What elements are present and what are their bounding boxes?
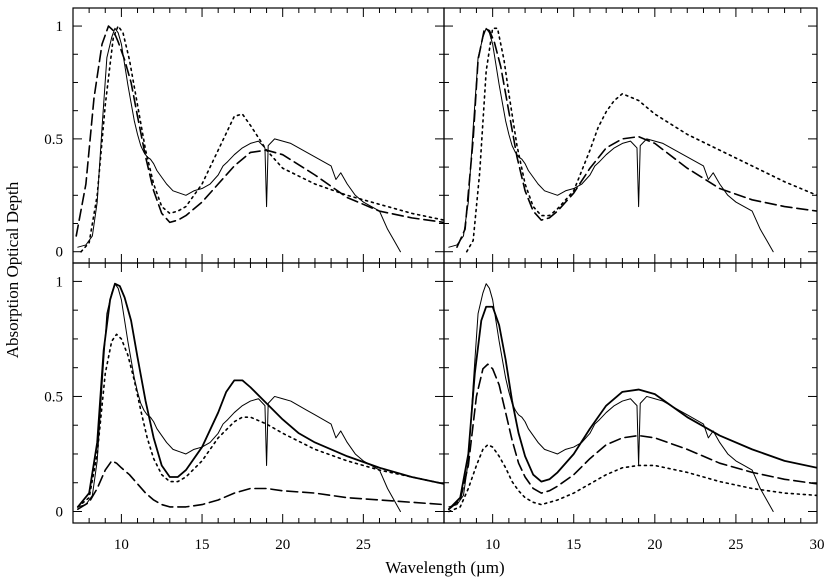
model-curve-dashed (456, 27, 817, 248)
observed-spectrum-line (448, 27, 774, 253)
x-tick-label: 25 (728, 537, 743, 553)
x-tick-label: 10 (485, 537, 500, 553)
panel-frame (72, 7, 445, 264)
x-tick-label: 20 (275, 537, 290, 553)
model-curve-dashed (77, 460, 444, 510)
y-axis-title: Absorption Optical Depth (3, 181, 22, 358)
x-tick-label: 25 (356, 537, 371, 553)
model-curve-solid (76, 282, 444, 508)
plot-area (75, 25, 444, 253)
panel-frame (72, 262, 445, 524)
model-curve-solid (447, 305, 817, 511)
x-tick-label: 15 (195, 537, 210, 553)
model-curve-dashed (75, 25, 444, 237)
y-tick-label: 0 (56, 504, 64, 520)
model-curve-dotted (80, 25, 444, 253)
model-curve-dotted (448, 443, 817, 513)
y-tick-label: 0.5 (44, 389, 63, 405)
x-axis-title: Wavelength (µm) (385, 558, 504, 577)
y-tick-label: 1 (56, 274, 64, 290)
observed-spectrum-line (77, 283, 401, 512)
x-tick-label: 20 (647, 537, 662, 553)
model-curve-dotted (465, 27, 817, 253)
y-tick-label: 1 (56, 19, 64, 35)
observed-spectrum-line (77, 27, 401, 253)
x-tick-label: 30 (810, 537, 825, 553)
x-tick-label: 10 (114, 537, 129, 553)
plot-area (448, 27, 817, 253)
y-tick-label: 0 (56, 245, 64, 261)
model-curve-dashed (448, 363, 817, 510)
panel-frame (443, 7, 818, 264)
panel-frame (443, 262, 818, 524)
plot-area (76, 282, 444, 512)
x-tick-label: 15 (566, 537, 581, 553)
panel-2 (443, 7, 818, 264)
plot-area (447, 283, 817, 513)
panel-1: 00.51 (44, 7, 445, 264)
panel-3: 0 0.5 1 10 15 20 25 (44, 262, 445, 553)
y-tick-label: 0.5 (44, 132, 63, 148)
model-curve-dotted (77, 333, 444, 508)
panel-4: 10 15 20 25 30 (443, 262, 825, 553)
